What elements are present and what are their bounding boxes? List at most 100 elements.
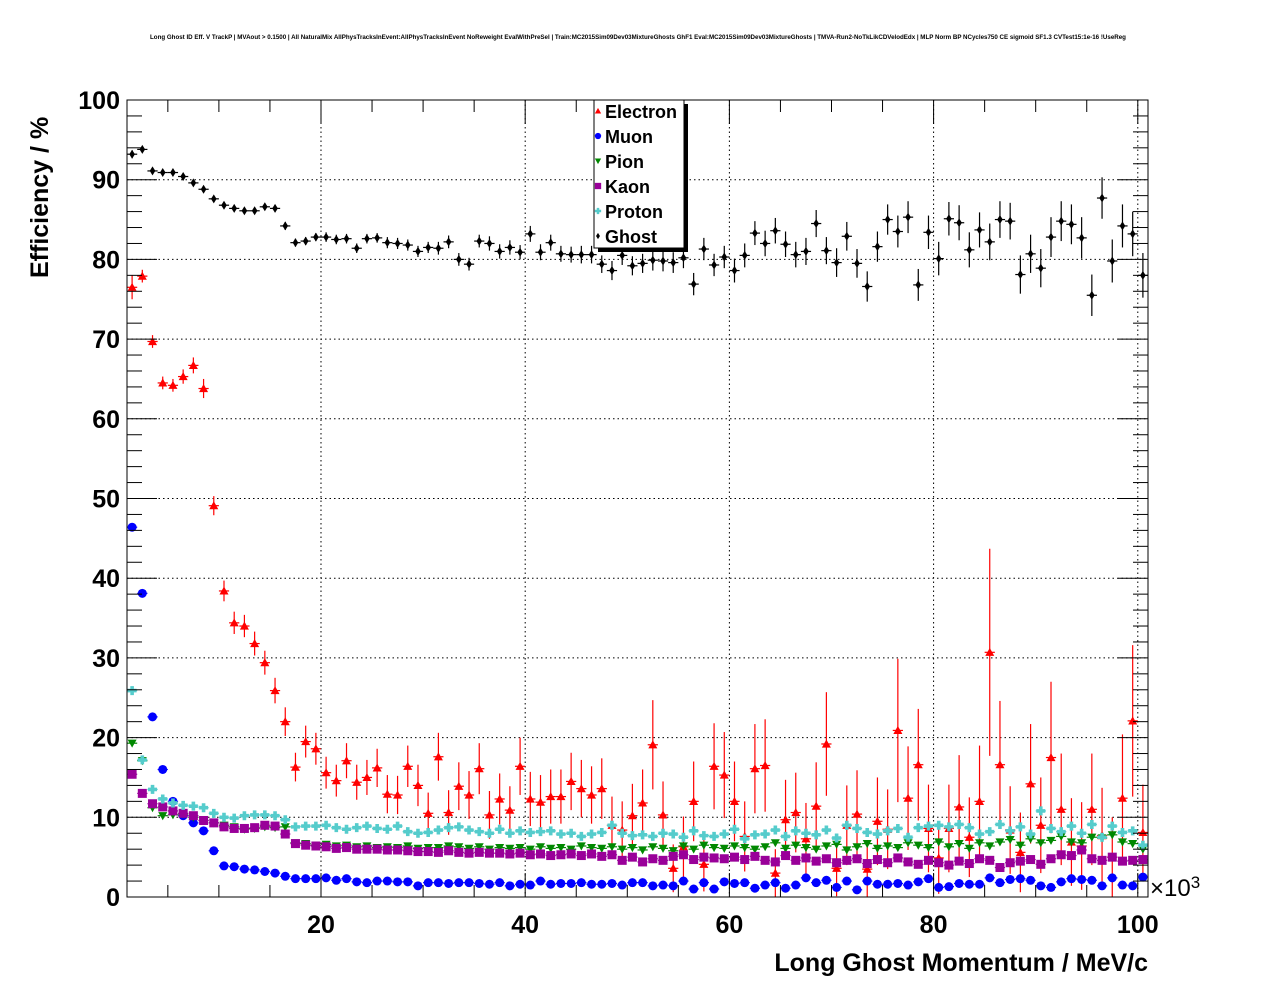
data-point-pion [1087,833,1097,842]
data-point-electron [576,784,586,793]
data-point-electron [188,360,198,370]
data-point-pion [597,844,607,853]
data-point-ghost [976,225,983,235]
data-point-muon [1077,874,1087,884]
data-point-kaon [923,855,933,865]
data-point-kaon [362,844,372,854]
data-point-muon [791,880,801,890]
data-point-electron [280,717,290,726]
data-point-muon [821,875,831,885]
data-point-electron [781,815,791,824]
data-point-ghost [721,252,728,262]
data-point-electron [903,793,913,802]
data-point-muon [678,876,688,886]
data-point-proton [801,828,811,838]
data-point-muon [413,881,423,891]
data-point-ghost [159,168,166,178]
data-point-proton [1138,840,1148,850]
data-point-electron [1087,804,1097,813]
x-multiplier-exp: 3 [1191,873,1200,892]
data-point-proton [1066,821,1076,831]
data-point-proton [964,823,974,833]
data-point-kaon [719,854,729,864]
data-point-kaon [689,855,699,865]
data-point-ghost [598,259,605,269]
data-point-pion [975,839,985,848]
data-point-ghost [1109,256,1116,266]
data-point-pion [811,845,821,854]
data-point-electron [393,790,403,799]
data-point-ghost [660,256,666,266]
data-point-kaon [668,851,678,861]
data-point-muon [382,876,392,886]
data-point-ghost [588,250,595,260]
data-point-proton [1128,826,1138,836]
data-point-muon [270,868,280,878]
data-point-muon [1128,881,1138,891]
data-point-kaon [137,788,147,798]
data-point-electron [515,761,525,770]
legend-label-muon: Muon [605,127,653,147]
data-point-muon [158,764,168,774]
data-point-electron [382,789,392,798]
data-point-kaon [382,845,392,855]
data-point-kaon [903,857,913,867]
data-point-electron [290,762,300,771]
data-point-electron [301,737,311,746]
data-point-muon [525,880,535,890]
data-point-kaon [975,854,985,864]
data-point-ghost [639,258,646,268]
data-point-electron [648,740,658,749]
data-point-proton [546,826,556,836]
data-point-proton [178,800,188,810]
data-point-muon [566,878,576,888]
data-point-electron [668,863,678,872]
data-point-muon [1107,873,1117,883]
data-point-proton [587,829,597,839]
data-point-ghost [384,238,391,248]
data-point-electron [801,834,811,843]
data-point-muon [985,873,995,883]
data-point-kaon [801,853,811,863]
data-point-muon [811,878,821,888]
data-point-muon [597,879,607,889]
data-point-kaon [627,852,637,862]
data-point-electron [1046,753,1056,762]
data-point-kaon [393,845,403,855]
data-point-proton [382,824,392,834]
data-point-proton [760,829,770,839]
data-point-kaon [546,851,556,861]
data-point-muon [536,876,546,886]
data-point-kaon [372,844,382,854]
data-point-electron [627,811,637,820]
data-point-proton [648,831,658,841]
data-point-electron [995,760,1005,769]
data-point-kaon [495,848,505,858]
data-point-pion [954,840,964,849]
data-point-ghost [578,250,585,260]
data-point-kaon [178,808,188,818]
data-point-kaon [1117,856,1127,866]
data-point-ghost [619,250,625,260]
data-point-ghost [547,238,554,248]
data-point-electron [566,776,576,786]
data-point-muon [699,878,709,888]
data-point-muon [893,878,903,888]
data-point-pion [678,842,688,851]
data-point-pion [689,845,699,854]
data-point-electron [474,764,484,773]
data-point-kaon [832,858,842,868]
data-point-proton [1036,806,1046,816]
data-point-kaon [1005,858,1015,868]
data-point-ghost [670,258,677,268]
data-point-kaon [423,847,433,857]
data-point-muon [454,878,464,888]
data-point-muon [311,874,321,884]
data-point-kaon [576,851,586,861]
data-point-kaon [1128,855,1138,865]
data-point-kaon [781,851,791,861]
data-point-kaon [587,849,597,859]
data-point-muon [321,873,331,883]
data-point-muon [576,878,586,888]
data-point-proton [280,815,290,825]
